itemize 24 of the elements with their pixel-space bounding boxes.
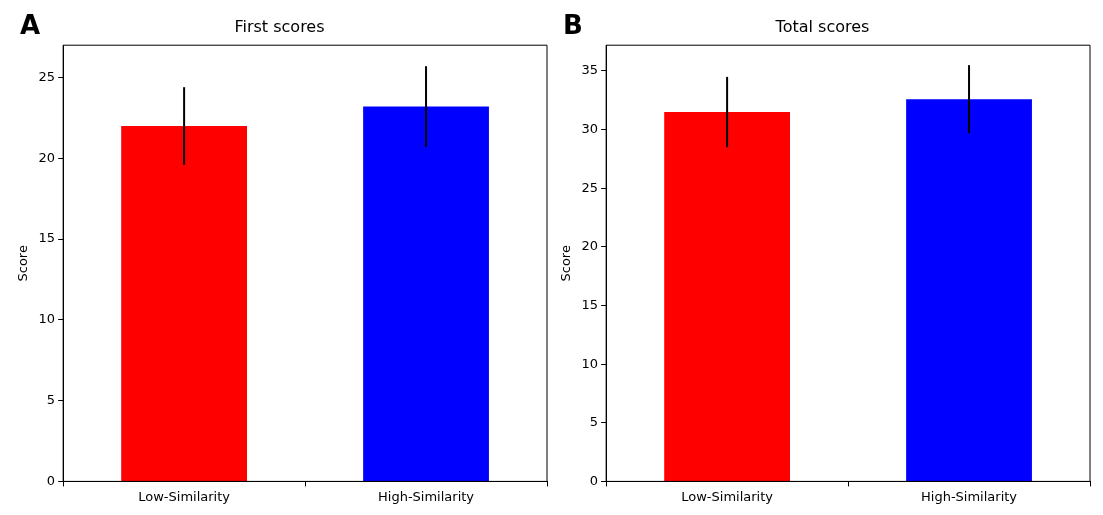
y-tick-label: 0 (46, 472, 56, 488)
y-tick-label: 15 (581, 296, 599, 312)
y-tick-label: 20 (581, 238, 599, 254)
y-tick-label: 10 (581, 355, 599, 371)
chart-title: First scores (234, 16, 325, 36)
chart-title: Total scores (774, 16, 870, 36)
y-tick-label: 30 (581, 121, 599, 136)
x-tick-label: High-Similarity (921, 488, 1018, 504)
y-axis-title: Score (15, 245, 31, 282)
x-tick-label: High-Similarity (378, 488, 475, 504)
x-tick-label: Low-Similarity (681, 488, 774, 504)
y-tick-label: 5 (589, 414, 599, 430)
y-tick-label: 15 (38, 230, 56, 246)
y-tick-label: 0 (589, 472, 599, 488)
y-tick-label: 5 (46, 392, 56, 407)
text: B (563, 9, 583, 40)
text: A (20, 9, 41, 40)
y-tick-label: 35 (581, 62, 599, 78)
y-tick-label: 10 (38, 311, 56, 327)
y-tick-label: 25 (38, 68, 56, 84)
y-tick-label: 25 (581, 179, 599, 195)
y-tick-label: 20 (38, 149, 56, 165)
y-axis-title: Score (558, 245, 574, 282)
x-tick-label: Low-Similarity (138, 488, 231, 504)
